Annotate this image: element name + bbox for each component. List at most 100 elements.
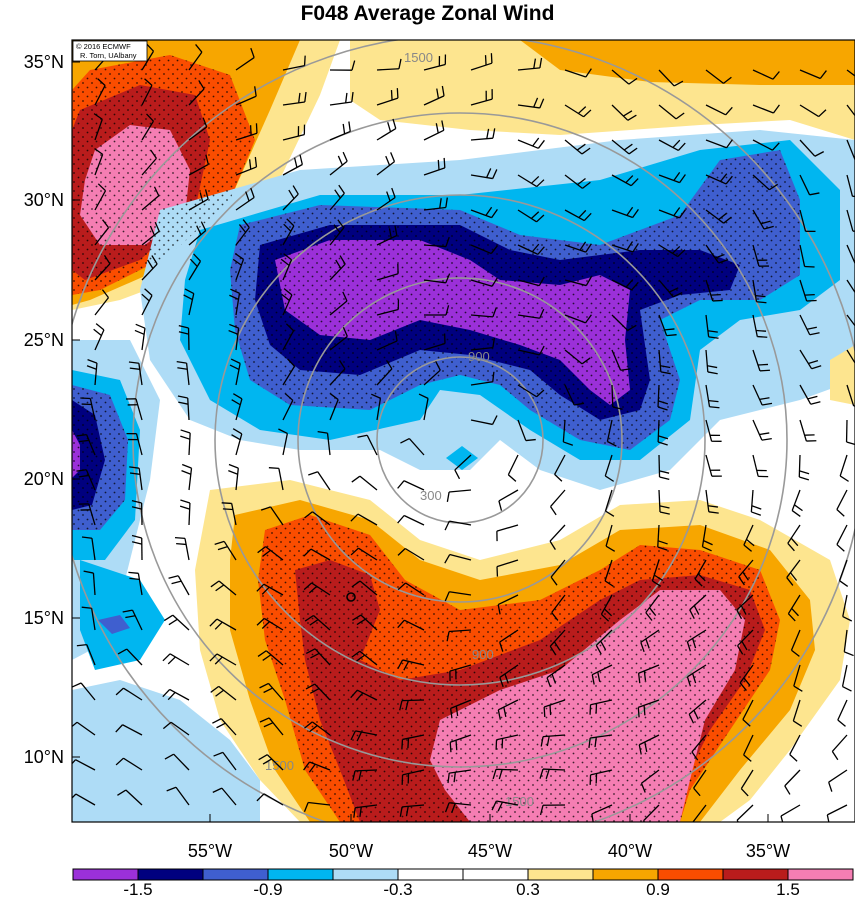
- wind-barb: [846, 349, 855, 365]
- wind-barb-flag: [256, 793, 265, 802]
- wind-barb: [141, 50, 155, 71]
- wind-barb: [141, 120, 154, 141]
- wind-barb: [470, 347, 493, 351]
- wind-barb-flag: [149, 225, 155, 236]
- wind-barb: [282, 400, 294, 421]
- wind-barb-flag: [637, 707, 640, 718]
- wind-barb-flag: [397, 480, 405, 489]
- wind-barb-flag: [390, 90, 393, 101]
- wind-barb: [658, 279, 674, 298]
- wind-barb-flag: [630, 178, 639, 187]
- wind-barb-flag: [449, 742, 452, 753]
- wind-barb-flag: [351, 475, 361, 483]
- wind-barb-flag: [358, 770, 362, 781]
- wind-barb: [604, 559, 613, 582]
- wind-barb-flag: [791, 608, 799, 617]
- wind-barb-flag: [217, 546, 228, 551]
- wind-barb-flag: [213, 751, 224, 757]
- wind-barb: [658, 104, 677, 120]
- wind-barb: [188, 163, 209, 176]
- wind-barb: [562, 419, 566, 442]
- wind-barb: [736, 594, 754, 611]
- wind-barb: [590, 699, 613, 706]
- wind-barb: [357, 513, 378, 526]
- wind-barb: [278, 468, 284, 491]
- wind-barb-flag: [755, 294, 766, 298]
- wind-barb: [85, 469, 96, 491]
- wind-barb-flag: [228, 329, 239, 335]
- wind-barb-flag: [707, 330, 718, 333]
- wind-barb-flag: [498, 769, 503, 780]
- colorbar-box: [267, 868, 334, 881]
- wind-barb-flag: [407, 738, 410, 749]
- cb-label-5: 1.5: [776, 880, 800, 899]
- wind-barb-flag: [210, 580, 220, 588]
- wind-barb-flag: [660, 371, 671, 375]
- ring-900: [214, 194, 706, 686]
- wind-barb-flag: [691, 638, 697, 649]
- wind-barb: [792, 699, 801, 722]
- wind-barb: [231, 503, 237, 526]
- wind-barb: [235, 468, 239, 491]
- wind-barb: [137, 573, 143, 596]
- wind-barb: [611, 384, 614, 408]
- wind-barb-flag: [799, 476, 810, 481]
- wind-barb-flag: [492, 337, 496, 348]
- wind-barb-flag: [342, 123, 346, 134]
- wind-barb-flag: [679, 174, 686, 184]
- wind-barb: [450, 699, 472, 709]
- wind-barb: [141, 157, 157, 176]
- wind-barb-flag: [791, 649, 800, 657]
- wind-barb-flag: [146, 113, 154, 122]
- wind-barb-flag: [761, 437, 772, 441]
- wind-barb-flag: [418, 393, 429, 399]
- ring-label-900-b: 900: [472, 647, 494, 662]
- wind-barb: [799, 209, 807, 232]
- wind-barb-flag: [492, 307, 497, 318]
- wind-barb-flag: [97, 78, 106, 86]
- wind-barb: [657, 524, 660, 548]
- wind-barb: [752, 174, 770, 191]
- wind-barb: [184, 538, 190, 561]
- wind-barb: [611, 69, 630, 85]
- wind-barb: [496, 800, 519, 806]
- wind-barb: [799, 139, 816, 157]
- wind-barb-flag: [303, 55, 306, 66]
- wind-barb: [836, 524, 848, 545]
- wind-barb-flag: [694, 578, 703, 587]
- wind-barb-flag: [539, 98, 545, 109]
- wind-barb-flag: [436, 88, 440, 99]
- wind-barb-flag: [620, 368, 631, 371]
- wind-barb: [266, 754, 284, 771]
- wind-barb: [141, 230, 160, 246]
- wind-barb: [235, 259, 245, 281]
- wind-barb-flag: [283, 288, 293, 296]
- wind-barb-flag: [585, 243, 592, 253]
- wind-barb-flag: [708, 511, 719, 514]
- wind-barb: [326, 433, 331, 456]
- wind-barb-flag: [202, 117, 208, 128]
- wind-barb-flag: [839, 580, 849, 587]
- wind-barb-flag: [128, 361, 139, 364]
- wind-barb-flag: [342, 326, 348, 337]
- cb-label-0: -1.5: [123, 880, 152, 899]
- wind-barb: [94, 227, 110, 246]
- wind-barb: [611, 104, 629, 121]
- wind-barb-flag: [81, 606, 92, 609]
- wind-barb-flag: [743, 754, 752, 762]
- wind-barb-flag: [162, 689, 171, 698]
- wind-barb-flag: [176, 543, 187, 546]
- wind-barb-flag: [807, 395, 818, 400]
- wind-barb-flag: [538, 345, 545, 356]
- wind-barb: [846, 104, 855, 117]
- wind-barb-flag: [806, 326, 817, 330]
- wind-barb-flag: [799, 470, 810, 475]
- wind-barb: [543, 699, 566, 708]
- wind-barb-flag: [659, 476, 670, 480]
- wind-barb-flag: [539, 57, 543, 68]
- wind-barb: [564, 314, 586, 324]
- wind-barb-flag: [693, 822, 699, 830]
- wind-barb-flag: [794, 504, 803, 512]
- wind-barb: [220, 718, 237, 736]
- wind-barb: [282, 163, 303, 176]
